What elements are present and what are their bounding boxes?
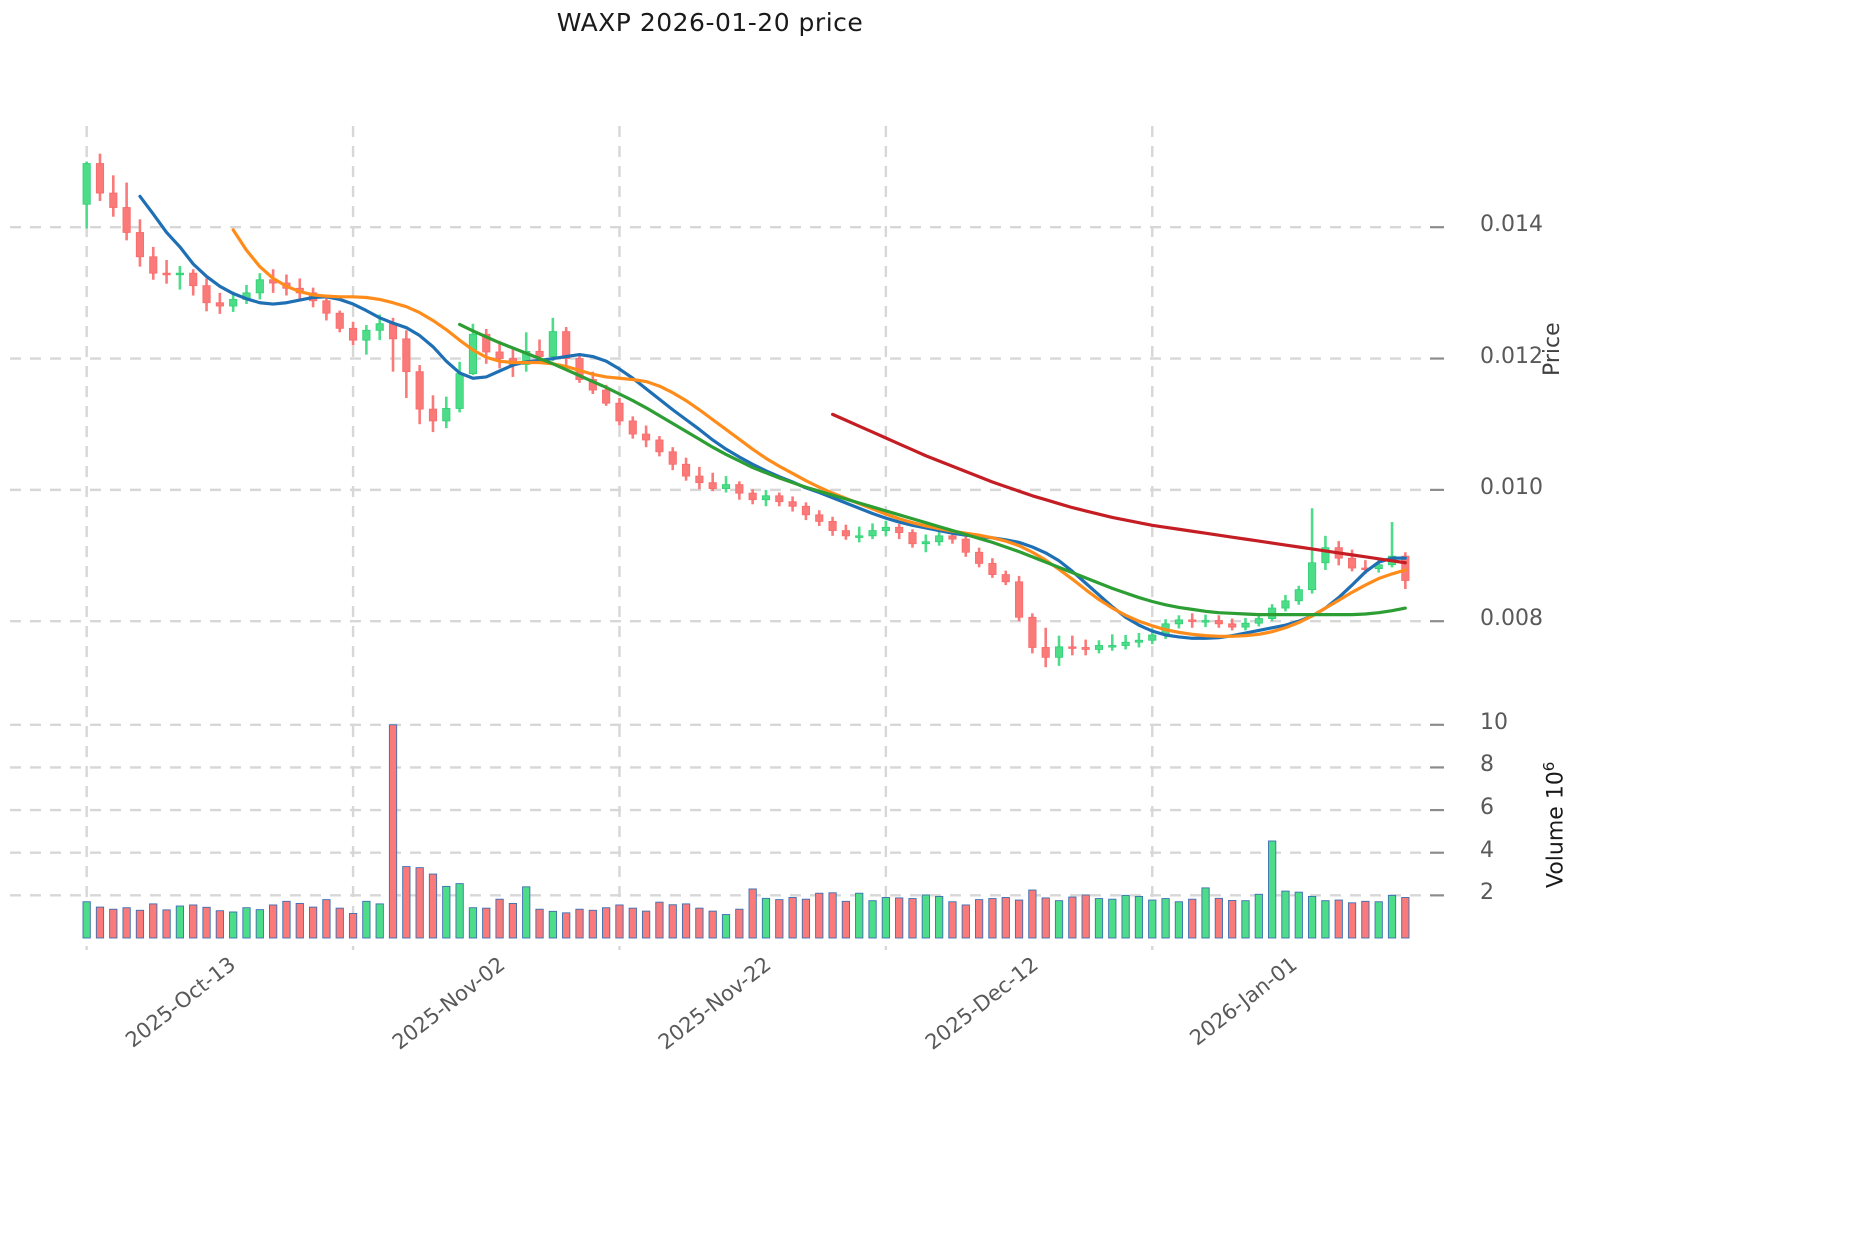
axis-tick-marks [1430,226,1444,897]
volume-bar-series [82,724,1410,939]
grid-lines [10,126,1430,950]
volume-axis-label: Volume 106 [1540,762,1568,888]
price-tick-label: 0.008 [1480,606,1543,632]
price-tick-label: 0.010 [1480,474,1543,500]
ma-fast-line [138,194,1407,640]
volume-tick-label: 4 [1480,837,1494,863]
price-axis-label: Price [1540,322,1565,376]
volume-axis-exponent: 6 [1540,761,1558,772]
price-tick-label: 0.014 [1480,212,1543,238]
volume-tick-label: 2 [1480,880,1494,906]
candlestick-series [82,153,1410,668]
price-tick-label: 0.012 [1480,343,1543,369]
ma-slow-line [458,322,1407,617]
volume-tick-label: 8 [1480,752,1494,778]
moving-average-lines [138,194,1407,640]
volume-tick-label: 6 [1480,795,1494,821]
volume-axis-label-text: Volume 10 [1543,771,1569,888]
page-title: WAXP 2026-01-20 price [556,8,864,37]
volume-tick-label: 10 [1480,709,1508,735]
ma-mid-line [231,228,1407,638]
ma-long-line [830,412,1407,565]
